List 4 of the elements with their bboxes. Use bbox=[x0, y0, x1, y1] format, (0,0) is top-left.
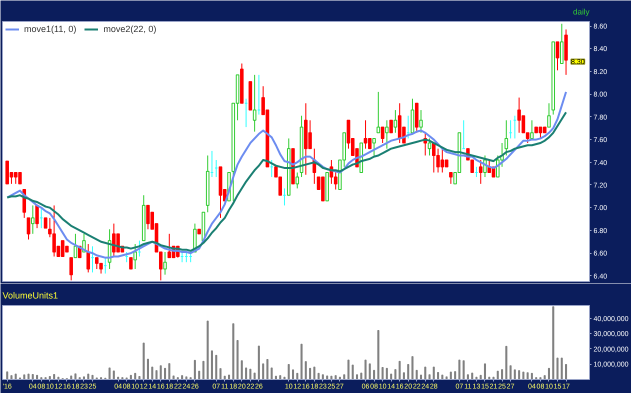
legend-label: move1(11, 0) bbox=[24, 24, 76, 34]
chart-title: VolumeUnits1 bbox=[2, 290, 58, 300]
text: daily bbox=[573, 8, 590, 16]
legend-label: move2(22, 0) bbox=[103, 24, 156, 34]
